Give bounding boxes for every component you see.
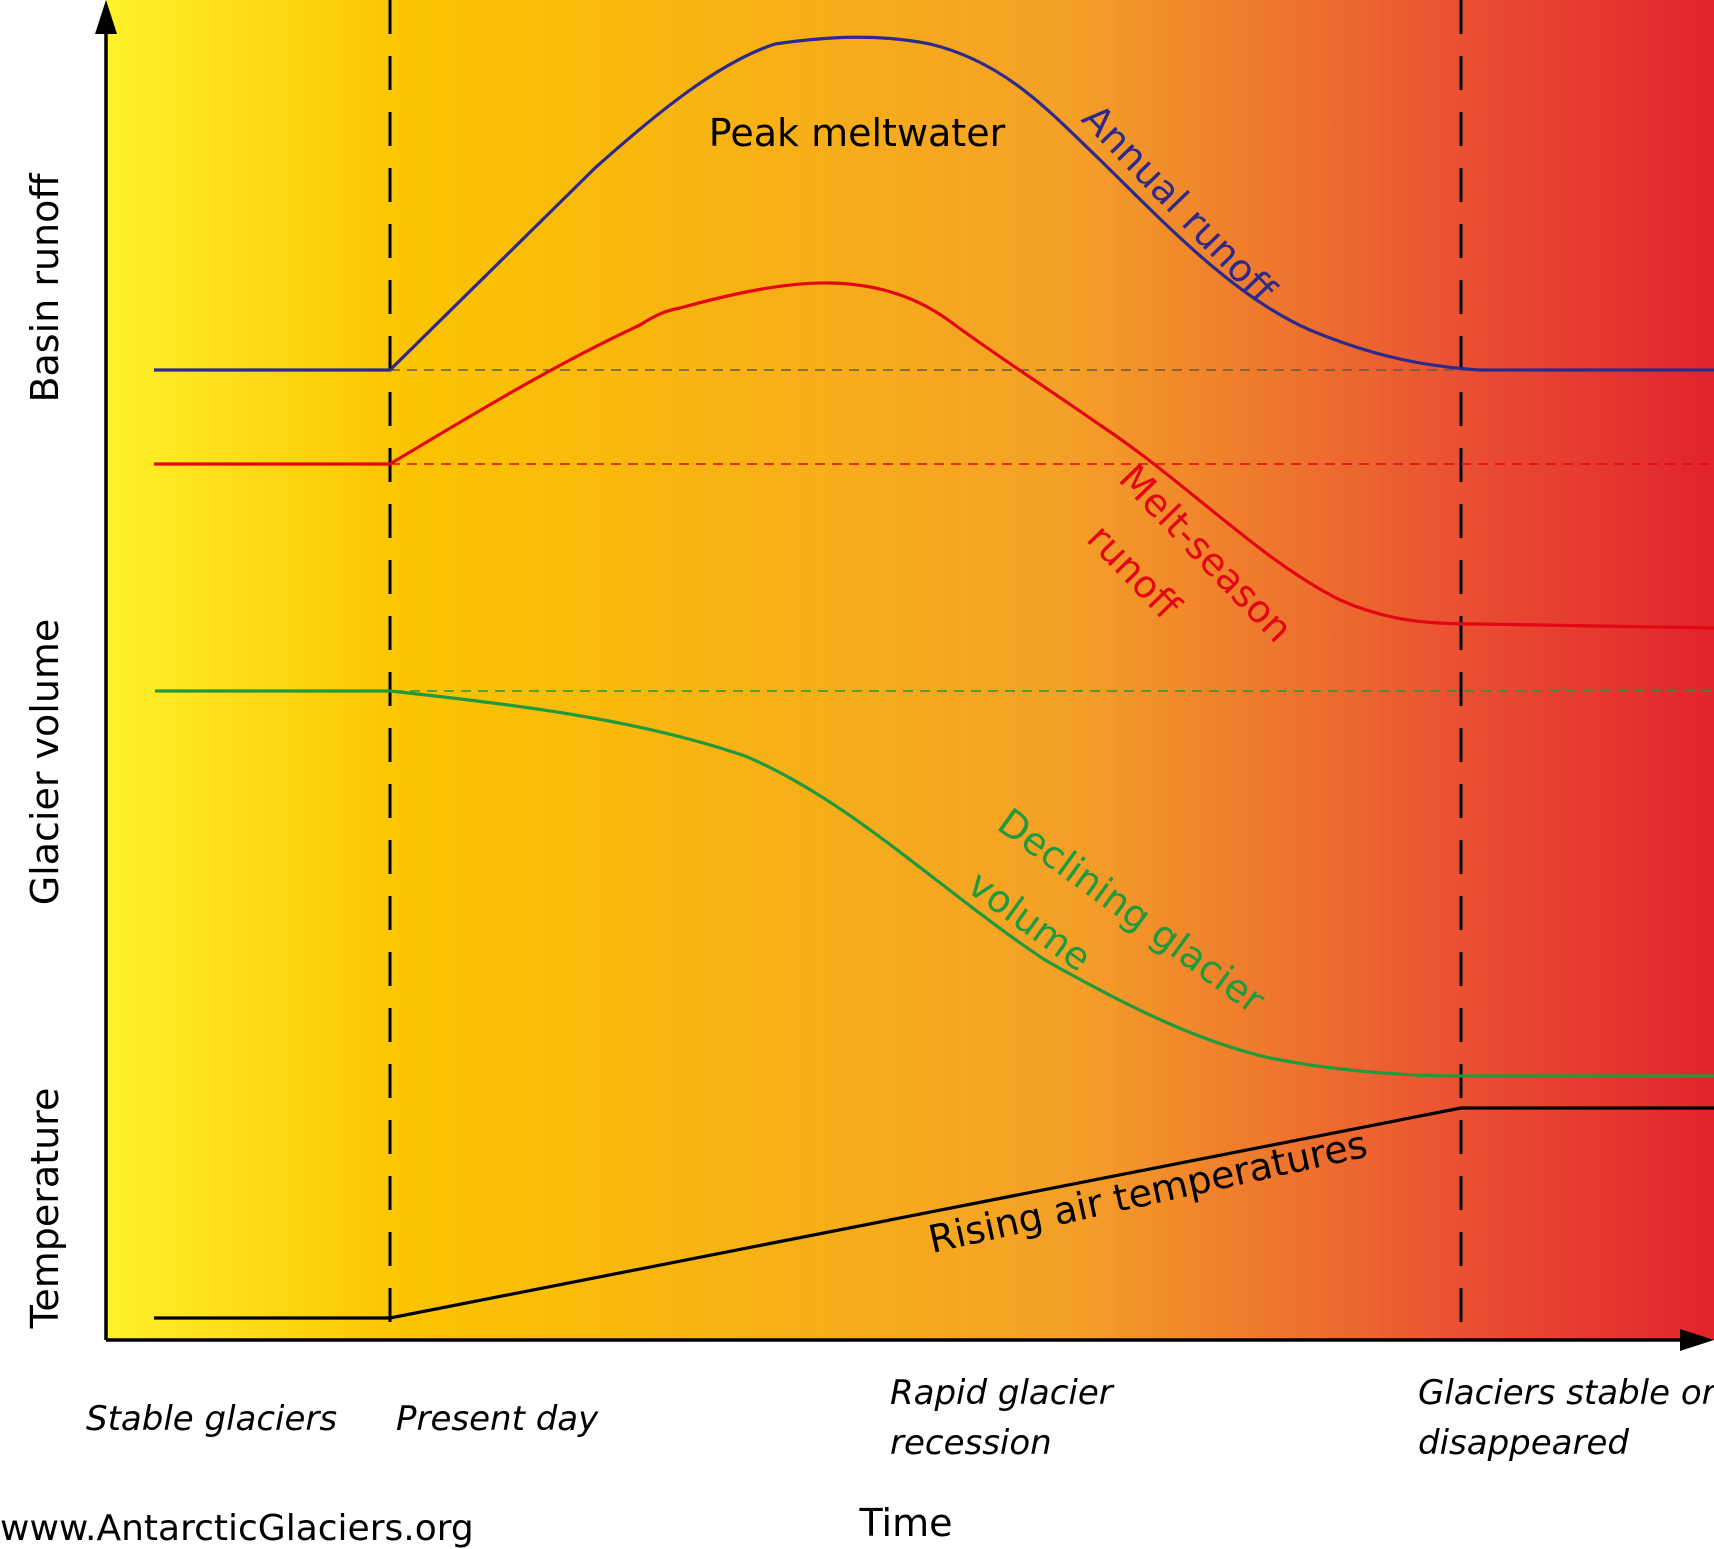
melt-season-runoff-line bbox=[154, 281, 1714, 630]
annual-runoff-line bbox=[154, 35, 1714, 372]
y-label-glacier-volume: Glacier volume bbox=[23, 619, 67, 906]
glacier-volume-line bbox=[155, 689, 1714, 1078]
phase-stable-disappeared-line2: disappeared bbox=[1418, 1423, 1629, 1463]
temperature-line bbox=[154, 1106, 1714, 1320]
phase-stable-disappeared-line1: Glaciers stable or bbox=[1418, 1373, 1714, 1413]
y-label-basin-runoff: Basin runoff bbox=[23, 173, 67, 403]
peak-meltwater-label: Peak meltwater bbox=[709, 111, 1006, 155]
plot-background bbox=[106, 0, 1714, 1340]
phase-stable-glaciers: Stable glaciers bbox=[86, 1399, 337, 1439]
phase-present-day: Present day bbox=[396, 1399, 599, 1439]
credit-url: www.AntarcticGlaciers.org bbox=[0, 1508, 474, 1549]
phase-rapid-recession-line2: recession bbox=[890, 1423, 1052, 1463]
x-label-time: Time bbox=[859, 1501, 953, 1545]
y-axis-arrow bbox=[95, 0, 117, 34]
x-axis-arrow bbox=[1680, 1329, 1714, 1351]
y-label-temperature: Temperature bbox=[23, 1088, 67, 1330]
phase-rapid-recession-line1: Rapid glacier bbox=[890, 1373, 1115, 1413]
